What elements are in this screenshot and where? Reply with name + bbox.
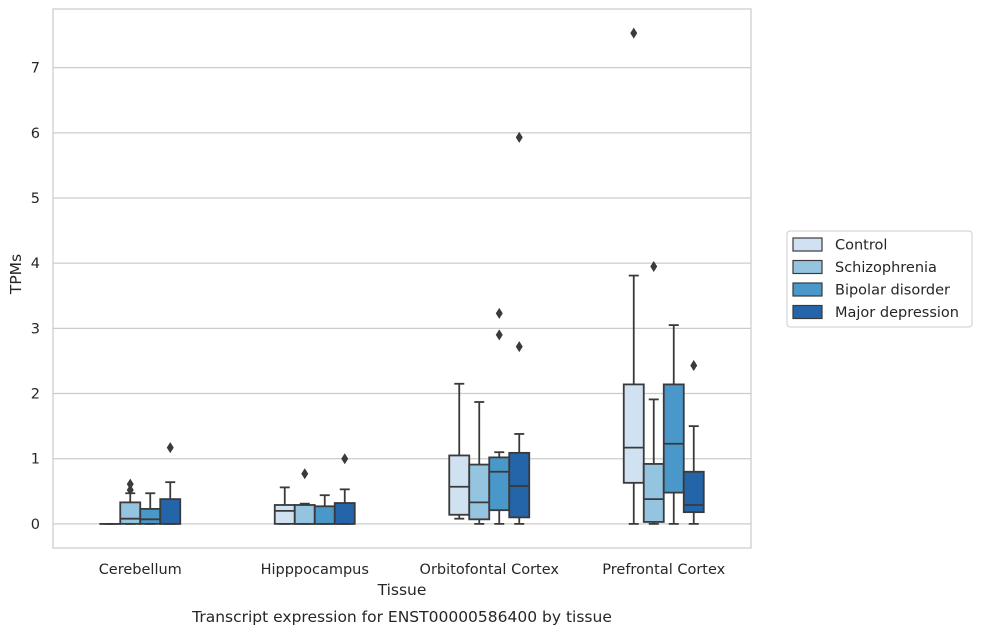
outlier-marker xyxy=(126,484,134,496)
outlier-marker xyxy=(690,360,698,372)
box-body xyxy=(119,501,142,525)
box-body xyxy=(622,383,645,484)
y-tick-label: 7 xyxy=(31,61,40,77)
box-body xyxy=(488,456,511,512)
box-body xyxy=(333,502,356,525)
box-body xyxy=(448,454,471,516)
outlier-marker xyxy=(495,329,503,341)
outlier-marker xyxy=(630,27,638,39)
legend-label: Schizophrenia xyxy=(835,260,937,276)
box-bipolar-disorder xyxy=(313,494,336,525)
box-body xyxy=(139,507,162,525)
legend-frame xyxy=(786,230,973,328)
outlier-marker xyxy=(650,260,658,272)
y-axis-label: TPMs xyxy=(7,254,25,295)
outlier-marker xyxy=(515,131,523,143)
legend-label: Bipolar disorder xyxy=(835,283,950,299)
legend-swatch xyxy=(792,237,823,252)
y-tick-label: 2 xyxy=(31,387,40,403)
box-bipolar-disorder xyxy=(662,324,685,525)
box-body xyxy=(273,504,296,525)
x-tick-label: Hipppocampus xyxy=(261,562,369,578)
y-axis-ticks: 0 1 2 3 4 5 6 7 xyxy=(31,61,40,533)
box-bipolar-disorder xyxy=(139,492,162,525)
box-major-depression xyxy=(159,442,182,525)
legend-label: Major depression xyxy=(835,305,959,321)
box-body xyxy=(468,463,491,521)
y-tick-label: 5 xyxy=(31,191,40,207)
outlier-marker xyxy=(166,442,174,454)
outlier-marker xyxy=(301,468,309,480)
y-tick-label: 0 xyxy=(31,517,40,533)
box-control xyxy=(622,27,645,525)
y-tick-label: 3 xyxy=(31,321,40,337)
box-schizophrenia xyxy=(642,260,665,525)
box-body xyxy=(682,470,705,514)
outlier-marker xyxy=(515,341,523,353)
y-tick-label: 4 xyxy=(31,256,40,272)
x-tick-label: Cerebellum xyxy=(99,562,182,578)
legend-swatch xyxy=(792,259,823,275)
legend: Control Schizophrenia Bipolar disorder Majo… xyxy=(786,230,973,328)
box-body xyxy=(313,505,336,525)
box-body xyxy=(662,383,685,494)
box-schizophrenia xyxy=(468,401,491,525)
legend-swatch xyxy=(792,304,823,320)
box-body xyxy=(293,504,316,525)
box-schizophrenia xyxy=(119,478,142,525)
outlier-marker xyxy=(495,307,503,319)
box-major-depression xyxy=(682,360,705,525)
box-series xyxy=(99,27,705,525)
legend-label: Control xyxy=(835,238,887,254)
x-axis-label: Tissue xyxy=(377,581,427,599)
y-tick-label: 6 xyxy=(31,126,40,142)
x-axis-ticks: Cerebellum Hipppocampus Orbitofontal Corte… xyxy=(99,562,726,578)
y-tick-label: 1 xyxy=(31,452,40,468)
plot-frame xyxy=(52,8,752,549)
legend-swatch xyxy=(792,282,823,297)
box-body xyxy=(642,463,665,523)
box-body xyxy=(508,451,531,519)
x-tick-label: Orbitofontal Cortex xyxy=(420,562,560,578)
chart-caption: Transcript expression for ENST0000058640… xyxy=(191,608,612,626)
x-tick-label: Prefrontal Cortex xyxy=(602,562,725,578)
box-major-depression xyxy=(333,453,356,525)
box-major-depression xyxy=(508,131,531,525)
box-body xyxy=(159,498,182,525)
outlier-marker xyxy=(341,453,349,465)
outlier-marker xyxy=(126,478,134,490)
